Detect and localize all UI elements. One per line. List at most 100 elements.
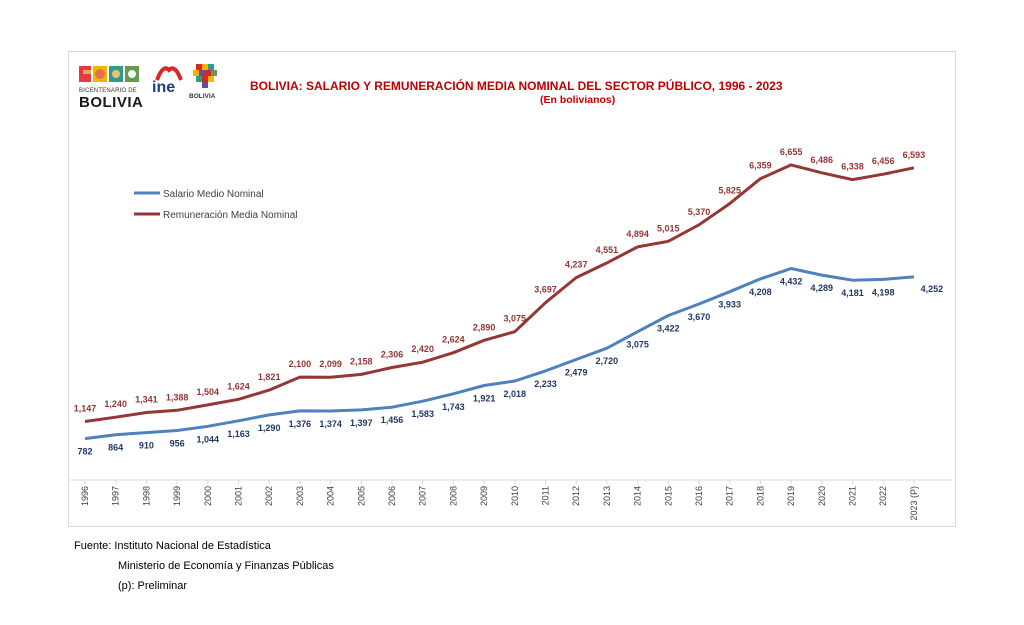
source-line-3: (p): Preliminar [118, 580, 188, 592]
source-line-1: Fuente: Instituto Nacional de Estadístic… [74, 540, 271, 552]
bicentenario-bolivia-text: BOLIVIA [79, 94, 144, 111]
data-label-salario: 1,290 [258, 423, 281, 433]
series-line-salario [84, 267, 915, 441]
x-tick-label: 2000 [203, 486, 213, 506]
series-line-remuneracion [84, 163, 915, 423]
data-label-remuneracion: 6,338 [841, 162, 864, 172]
x-tick-label: 2005 [356, 486, 366, 506]
data-label-remuneracion: 6,359 [749, 161, 772, 171]
x-tick-label: 2001 [234, 486, 244, 506]
data-label-remuneracion: 2,306 [381, 350, 404, 360]
data-label-salario: 1,583 [411, 409, 434, 419]
x-tick-label: 2018 [755, 486, 765, 506]
legend-label-remuneracion: Remuneración Media Nominal [163, 210, 298, 221]
x-tick-label: 2015 [663, 486, 673, 506]
x-axis-ticks: 1996 1997 1998 1999 2000 2001 2002 2003 2004 2005… [80, 480, 919, 521]
bicentenario-emblem-icon [79, 66, 139, 82]
x-tick-label: 2021 [848, 486, 858, 506]
data-label-remuneracion: 2,890 [473, 322, 496, 332]
data-label-remuneracion: 2,420 [411, 344, 434, 354]
source-line-2: Ministerio de Economía y Finanzas Públic… [118, 560, 334, 572]
data-label-salario: 864 [108, 443, 123, 453]
x-tick-label: 2009 [479, 486, 489, 506]
x-tick-label: 2019 [786, 486, 796, 506]
x-tick-label: 2012 [571, 486, 581, 506]
data-label-salario: 3,933 [718, 300, 741, 310]
data-label-remuneracion: 1,624 [227, 381, 250, 391]
x-tick-label: 2013 [602, 486, 612, 506]
data-label-remuneracion: 2,624 [442, 335, 465, 345]
x-tick-label: 1996 [80, 486, 90, 506]
data-label-remuneracion: 6,593 [903, 150, 926, 160]
estado-emblem-icon [193, 64, 217, 88]
data-label-remuneracion: 1,388 [166, 392, 189, 402]
x-tick-label: 1997 [111, 486, 121, 506]
data-label-salario: 1,397 [350, 418, 373, 428]
data-label-salario: 1,163 [227, 429, 250, 439]
data-label-remuneracion: 4,894 [626, 229, 649, 239]
data-label-remuneracion: 3,075 [504, 314, 527, 324]
x-tick-label: 2014 [633, 486, 643, 506]
data-label-remuneracion: 6,486 [811, 155, 834, 165]
data-label-salario: 2,479 [565, 368, 588, 378]
data-label-remuneracion: 6,655 [780, 147, 803, 157]
ine-logo: ine [151, 62, 187, 108]
data-label-salario: 3,670 [688, 312, 711, 322]
x-tick-label: 1999 [172, 486, 182, 506]
data-label-salario: 2,018 [504, 389, 527, 399]
x-tick-label: 2002 [264, 486, 274, 506]
data-label-salario: 4,208 [749, 287, 772, 297]
data-label-salario: 4,181 [841, 288, 864, 298]
x-tick-label: 2007 [418, 486, 428, 506]
x-tick-label: 2023 (P) [909, 486, 919, 521]
bicentenario-text: BICENTENARIO DE [79, 88, 138, 94]
data-label-remuneracion: 1,240 [104, 399, 127, 409]
data-label-remuneracion: 1,341 [135, 395, 158, 405]
data-label-salario: 1,376 [289, 419, 312, 429]
data-label-salario: 4,289 [811, 283, 834, 293]
data-label-remuneracion: 1,821 [258, 372, 281, 382]
data-label-remuneracion: 5,370 [688, 207, 711, 217]
x-tick-label: 2010 [510, 486, 520, 506]
data-label-salario: 4,252 [921, 284, 944, 294]
legend-label-salario: Salario Medio Nominal [163, 189, 264, 200]
data-label-remuneracion: 6,456 [872, 156, 895, 166]
x-tick-label: 2006 [387, 486, 397, 506]
ine-emblem-icon [155, 66, 183, 81]
estado-logo: BOLIVIA [186, 62, 222, 108]
x-tick-label: 2011 [541, 486, 551, 505]
data-label-salario: 4,198 [872, 287, 895, 297]
data-label-salario: 956 [170, 439, 185, 449]
chart-title: BOLIVIA: SALARIO Y REMUNERACIÓN MEDIA NO… [250, 79, 783, 93]
x-tick-label: 1998 [141, 486, 151, 506]
legend: Salario Medio Nominal Remuneración Media… [134, 189, 298, 221]
data-label-salario: 3,422 [657, 324, 680, 334]
data-label-remuneracion: 3,697 [534, 285, 557, 295]
data-label-remuneracion: 4,551 [596, 245, 619, 255]
x-tick-label: 2017 [725, 486, 735, 506]
data-label-salario: 4,432 [780, 277, 803, 287]
bicentenario-logo: BICENTENARIO DE BOLIVIA [79, 64, 144, 111]
x-tick-label: 2004 [326, 486, 336, 506]
data-label-salario: 2,233 [534, 379, 557, 389]
data-label-salario: 1,743 [442, 402, 465, 412]
data-label-salario: 1,921 [473, 394, 496, 404]
data-label-remuneracion: 5,015 [657, 223, 680, 233]
series-lines [84, 163, 915, 441]
estado-text: BOLIVIA [189, 93, 216, 100]
data-label-salario: 1,044 [197, 434, 220, 444]
x-tick-label: 2020 [817, 486, 827, 506]
x-tick-label: 2016 [694, 486, 704, 506]
data-label-salario: 1,456 [381, 415, 404, 425]
data-label-remuneracion: 1,504 [197, 387, 220, 397]
data-label-salario: 1,374 [319, 419, 342, 429]
data-label-remuneracion: 5,825 [718, 186, 741, 196]
data-label-salario: 2,720 [596, 356, 619, 366]
ine-text: ine [152, 79, 176, 96]
data-label-salario: 3,075 [626, 340, 649, 350]
data-label-remuneracion: 2,100 [289, 359, 312, 369]
data-labels: 782 864 910 956 1,044 1,163 1,290 1,376 1,374 1,3… [74, 147, 943, 457]
source-note: Fuente: Instituto Nacional de Estadístic… [74, 536, 334, 596]
data-label-remuneracion: 4,237 [565, 260, 588, 270]
